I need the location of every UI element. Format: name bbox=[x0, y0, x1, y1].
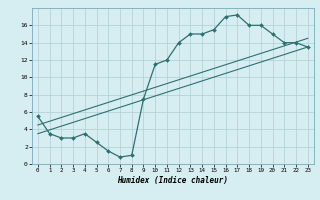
X-axis label: Humidex (Indice chaleur): Humidex (Indice chaleur) bbox=[117, 176, 228, 185]
